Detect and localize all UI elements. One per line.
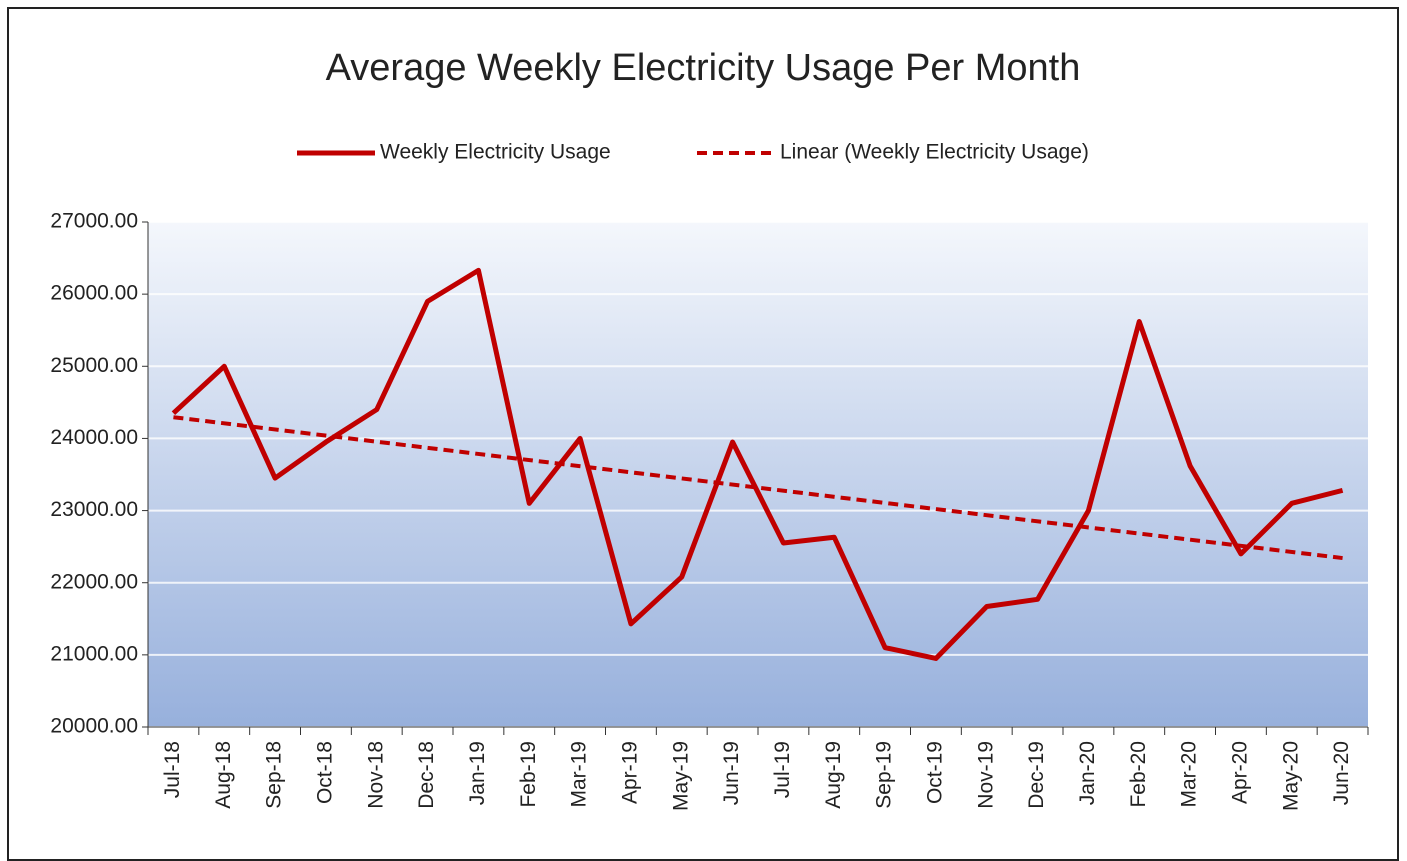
data-line (171, 267, 1344, 661)
x-tick-label: Jun-20 (1330, 741, 1353, 805)
legend-label: Weekly Electricity Usage (380, 141, 611, 164)
x-tick-label: Apr-20 (1228, 741, 1251, 804)
x-tick-label: Oct-19 (923, 741, 946, 804)
y-tick-label: 22000.00 (50, 570, 138, 593)
x-tick-label: Apr-19 (618, 741, 641, 804)
trend-line (173, 415, 1343, 561)
y-tick-label: 23000.00 (50, 498, 138, 521)
x-tick-label: Jan-20 (1076, 741, 1099, 805)
x-tick-label: Mar-20 (1178, 741, 1201, 808)
y-tick-label: 26000.00 (50, 282, 138, 305)
x-tick-label: Aug-18 (212, 741, 235, 809)
y-tick-label: 21000.00 (50, 642, 138, 665)
x-tick-label: May-19 (669, 741, 692, 811)
x-tick-label: Nov-18 (364, 741, 387, 809)
y-tick-label: 25000.00 (50, 354, 138, 377)
plot-area (148, 222, 1368, 727)
chart-title: Average Weekly Electricity Usage Per Mon… (326, 47, 1081, 89)
x-tick-label: Feb-20 (1127, 741, 1150, 808)
x-tick-label: Dec-18 (415, 741, 438, 809)
x-tick-label: Nov-19 (974, 741, 997, 809)
x-tick-label: Sep-19 (873, 741, 896, 809)
legend-label: Linear (Weekly Electricity Usage) (780, 141, 1089, 164)
x-tick-label: Jun-19 (720, 741, 743, 805)
x-tick-label: Dec-19 (1025, 741, 1048, 809)
y-tick-label: 24000.00 (50, 426, 138, 449)
x-tick-label: Sep-18 (263, 741, 286, 809)
x-tick-label: Jul-18 (161, 741, 184, 798)
x-tick-label: May-20 (1279, 741, 1302, 811)
y-tick-label: 27000.00 (50, 210, 138, 233)
x-tick-label: Jan-19 (466, 741, 489, 805)
x-tick-label: Mar-19 (568, 741, 591, 808)
x-tick-label: Feb-19 (517, 741, 540, 808)
x-tick-label: Aug-19 (822, 741, 845, 809)
y-tick-label: 20000.00 (50, 715, 138, 738)
x-tick-label: Oct-18 (313, 741, 336, 804)
x-tick-label: Jul-19 (771, 741, 794, 798)
